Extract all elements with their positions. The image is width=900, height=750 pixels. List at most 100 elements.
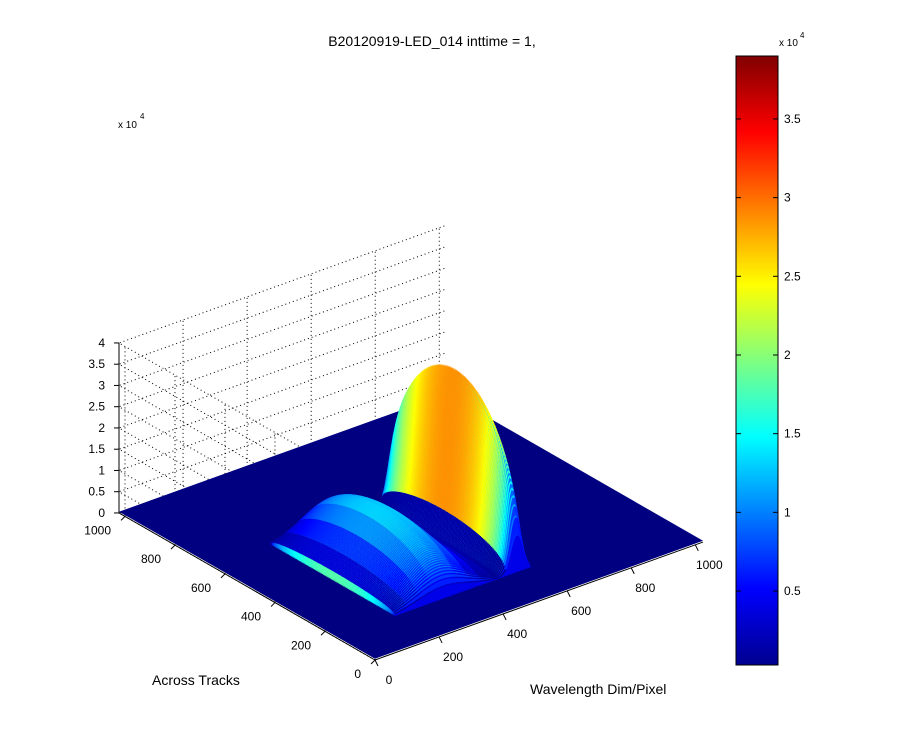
surface-ridge-segment [466,534,480,560]
surface-ridge-segment [399,552,413,569]
surface-ridge-segment [326,526,341,547]
surface-ridge-segment [444,555,458,563]
surface-ridge-segment [375,584,390,599]
surface-ridge-segment [427,571,441,579]
surface-ridge-segment [389,541,403,559]
surface-ridge-segment [485,430,500,542]
surface-ridge-segment [404,590,418,603]
surface-ridge-segment [480,548,494,569]
y-tick-label: 400 [241,610,261,624]
x-tick [566,590,571,598]
surface-ridge-segment [411,543,425,554]
surface-ridge-segment [449,562,462,568]
surface-ridge-segment [536,554,550,561]
surface-ridge-segment [463,570,477,575]
surface-ridge-segment [501,494,515,561]
colorbar: 0.5 1 1.5 2 2.5 3 3.5 x 10 4 [735,31,805,666]
y-tick [220,573,226,579]
surface-ridge-segment [490,444,504,546]
surface-ridge-segment [383,516,397,527]
surface-ridge-segment [328,505,343,523]
surface-ridge-segment [480,578,494,582]
surface-ridge-segment [425,565,439,574]
surface-ridge-segment [339,508,353,527]
surface-ridge-segment [393,603,407,613]
surface-ridge-segment [367,523,381,543]
surface-ridge-segment [370,507,384,519]
surface-ridge-segment [337,530,351,552]
surface-ridge-segment [414,546,428,557]
surface-ridge-segment [418,553,432,563]
surface-ridge-segment [488,440,503,545]
surface-ridge-segment [398,581,412,596]
surface-ridge-segment [280,532,294,546]
surface-ridge-segment [345,497,359,508]
surface-ridge-segment [294,518,309,535]
surface-ridge-segment [407,562,421,578]
surface-ridge-segment [386,519,400,530]
surface-ridge-segment [457,562,471,569]
colorbar-bar [735,55,779,666]
surface-ridge-segment [357,543,371,564]
z-tick-label: 4 [98,336,105,350]
x-axis-label: Wavelength Dim/Pixel [530,681,666,697]
surface-ridge-segment [340,559,355,577]
surface-ridge-segment [417,551,431,561]
surface-ridge-segment [342,496,356,507]
surface-ridge-segment [403,534,417,545]
surface-ridge-segment [308,519,323,539]
surface-ridge-segment [363,547,377,568]
surface-ridge-segment [405,593,419,605]
surface-ridge-segment [492,568,507,580]
surface-ridge-segment [344,510,359,530]
surface-ridge-segment [357,571,372,587]
x-tick [694,544,699,552]
surface-ridge-segment [341,509,355,528]
surface-ridge-segment [396,527,411,538]
surface-ridge-segment [398,529,412,539]
surface-ridge-segment [471,568,484,572]
surface-ridge-segment [377,512,391,523]
surface-ridge-segment [499,480,513,557]
surface-ridge-segment [378,586,392,601]
surface-ridge-segment [343,534,358,556]
surface-ridge-segment [324,504,338,522]
z-tick-label: 3.5 [88,357,105,371]
surface-ridge-segment [367,506,381,517]
surface-ridge-segment [324,525,339,546]
surface-ridge-segment [392,573,407,590]
surface-ridge-segment [466,391,480,525]
surface-ridge-segment [481,549,495,570]
surface-ridge-segment [296,518,310,535]
surface-ridge-segment [438,564,451,567]
surface-ridge-segment [436,365,451,507]
surface-ridge-segment [350,566,365,583]
surface-ridge-segment [390,599,404,611]
x-axis-line [374,541,704,661]
surface-ridge-segment [301,518,316,536]
surface-ridge-segment [517,535,531,566]
surface-ridge-segment [463,388,478,524]
surface-ridge-segment [480,419,495,538]
surface-ridge-segment [391,572,406,589]
surface-ridge-segment [366,505,380,516]
surface-ridge-segment [287,534,301,549]
surface-ridge-segment [344,496,358,507]
surface-ridge-segment [431,552,444,556]
surface-ridge-segment [352,567,366,584]
surface-ridge-segment [289,535,303,550]
surface-ridge-segment [332,505,346,525]
surface-ridge-segment [434,558,448,561]
surface-ridge-segment [292,536,307,551]
surface-ridge-segment [370,580,384,596]
z-exponent-base: x 10 [118,120,137,131]
surface-ridge-segment [464,572,478,576]
surface-ridge-segment [491,447,505,547]
surface-ridge-segment [314,545,328,562]
z-tick-label: 3 [98,378,105,392]
surface-ridge-segment [289,519,303,534]
surface-ridge-segment [432,554,445,557]
surface-ridge-segment [495,464,510,553]
surface-ridge-segment [291,535,306,551]
surface-ridge-segment [529,562,543,567]
